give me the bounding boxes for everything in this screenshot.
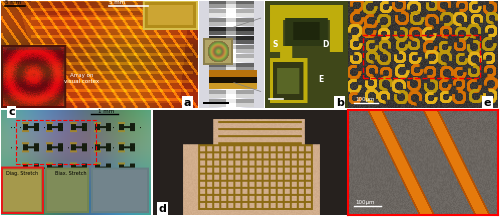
Text: Diag. Stretch: Diag. Stretch bbox=[6, 171, 38, 176]
Text: d: d bbox=[158, 204, 166, 214]
Text: 5 mm: 5 mm bbox=[109, 0, 126, 5]
Text: 100μm: 100μm bbox=[356, 200, 375, 205]
Text: a: a bbox=[184, 98, 192, 108]
Text: S: S bbox=[273, 40, 278, 49]
Text: b: b bbox=[336, 98, 344, 108]
Text: 100μm: 100μm bbox=[356, 97, 375, 102]
Bar bbox=[16, 120, 96, 164]
Text: c: c bbox=[8, 107, 15, 117]
Bar bbox=[363, 35, 480, 78]
Text: Array on
visual cortex: Array on visual cortex bbox=[64, 73, 99, 84]
Text: D: D bbox=[322, 40, 328, 49]
Text: e: e bbox=[484, 98, 491, 108]
Text: 1 mm: 1 mm bbox=[98, 109, 115, 114]
Text: 5 mm: 5 mm bbox=[5, 0, 21, 5]
Text: E: E bbox=[318, 75, 324, 84]
Text: Biax. Stretch: Biax. Stretch bbox=[55, 171, 86, 176]
